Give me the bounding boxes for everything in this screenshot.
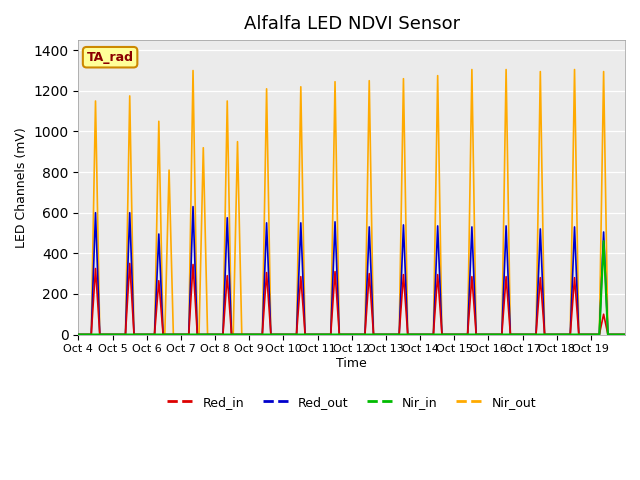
Red_out [396,332,403,337]
Line: Nir_out: Nir_out [79,70,625,335]
Red_out [475,332,483,337]
Nir_out [231,254,239,260]
Nir_out [468,67,476,72]
Red_in [396,332,403,337]
Nir_out [239,332,247,337]
Nir_in [231,332,239,337]
Red_out [91,234,99,240]
Y-axis label: LED Channels (mV): LED Channels (mV) [15,127,28,248]
Red_in [241,332,248,337]
Line: Red_in: Red_in [79,264,625,335]
Red_in [127,275,134,280]
Red_in [232,332,239,337]
Nir_in [126,332,134,337]
Red_out [126,210,134,216]
Nir_out [126,93,134,99]
Nir_in [621,332,629,337]
Red_in [91,279,99,285]
Legend: Red_in, Red_out, Nir_in, Nir_out: Red_in, Red_out, Nir_in, Nir_out [163,391,541,414]
Title: Alfalfa LED NDVI Sensor: Alfalfa LED NDVI Sensor [244,15,460,33]
Nir_out [621,332,629,337]
Text: TA_rad: TA_rad [86,51,134,64]
Nir_in [75,332,83,337]
Red_out [189,204,197,209]
Red_out [75,332,83,337]
Line: Red_out: Red_out [79,206,625,335]
Nir_in [600,238,607,244]
Red_out [241,332,248,337]
Red_in [475,332,483,337]
Nir_out [75,332,83,337]
Line: Nir_in: Nir_in [79,241,625,335]
Red_in [621,332,629,337]
Nir_out [394,332,402,337]
Nir_out [91,145,99,151]
Red_in [126,261,134,266]
Nir_in [474,332,482,337]
Red_out [232,332,239,337]
Nir_in [91,332,99,337]
Red_out [621,332,629,337]
Red_in [75,332,83,337]
Nir_in [394,332,402,337]
Nir_in [239,332,247,337]
Nir_out [475,332,483,337]
X-axis label: Time: Time [337,357,367,370]
